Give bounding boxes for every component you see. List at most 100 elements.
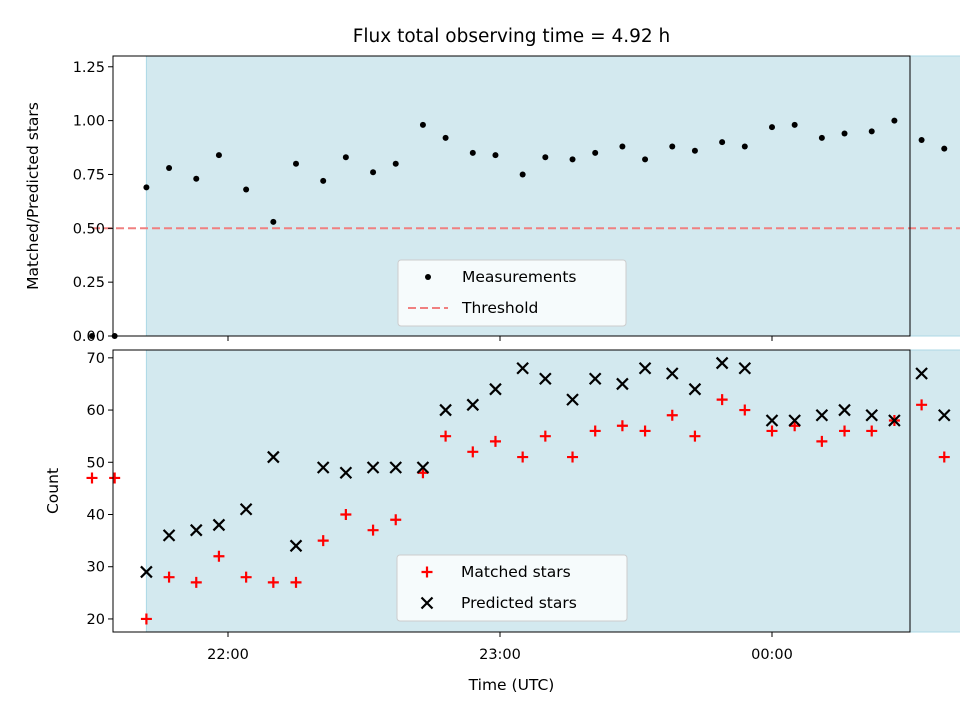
predicted-legend-swatch [420,596,434,610]
predicted-star-point [665,367,679,380]
matched-star-point [140,613,152,625]
y-tick-label: 20 [87,612,105,628]
matched-star-point [517,451,529,463]
measurement-point [419,121,426,128]
measurement-point [941,145,948,152]
x-axis-label: Time (UTC) [468,676,555,694]
matched-star-point [317,535,329,547]
predicted-star-point [688,382,702,396]
matched-star-point [616,420,628,432]
matched-star-point [290,576,302,588]
matched-star-point [467,446,479,458]
measurement-point [89,333,95,339]
matched-star-point [589,425,601,437]
measurement-point [342,154,349,161]
measurement-point [868,128,875,135]
count-legend: Matched stars Predicted stars [396,554,628,622]
y-tick-label: 30 [87,560,105,576]
y-tick-label: 1.25 [73,60,105,76]
matched-star-point [739,404,751,416]
predicted-star-point [466,398,480,412]
ratio-y-axis-label: Matched/Predicted stars [24,102,42,290]
matched-star-point [267,576,279,588]
predicted-star-point [366,461,380,474]
x-tick-label: 23:00 [479,647,521,663]
matched-star-point [639,425,651,437]
predicted-star-point [289,539,303,553]
count-y-axis: 20 30 40 50 60 70 [87,351,113,628]
y-tick-label: 60 [87,403,105,419]
predicted-star-point [339,466,353,479]
measurement-point [320,177,327,184]
measurement-point [741,143,748,150]
matched-star-point [866,425,878,437]
x-tick-label: 00:00 [751,647,793,663]
matched-star-point [86,472,98,484]
matched-star-point [666,409,678,421]
matched-star-point [163,571,175,583]
predicted-star-point [239,503,253,516]
ratio-x-ticks [227,336,773,341]
predicted-star-point [140,565,153,579]
measurement-point [519,171,526,178]
matched-star-point [816,435,828,447]
predicted-star-point [267,450,280,464]
y-tick-label: 0.50 [73,221,105,237]
matched-legend-swatch [421,566,433,578]
predicted-star-point [189,523,203,537]
matched-star-point [213,550,225,562]
predicted-star-point [616,377,629,391]
measurement-point [243,186,250,193]
predicted-star-point [566,393,579,406]
predicted-star-point [162,529,176,542]
matched-star-point [367,524,379,536]
threshold-legend-label: Threshold [461,299,538,317]
predicted-star-point [516,362,529,375]
measurement-point [392,160,399,167]
measurement-point [492,152,499,159]
predicted-star-point [389,461,403,474]
predicted-star-point [416,461,430,474]
measurement-point [841,130,848,137]
matched-star-point [689,430,701,442]
ratio-panel: 0.00 0.25 0.50 0.75 1.00 1.25 Matched/Predict… [24,55,960,345]
count-plot-frame [112,349,911,633]
predicted-star-point [788,414,801,427]
count-y-axis-label: Count [44,468,62,514]
measurement-point [370,169,377,176]
measurement-point [270,218,277,225]
predicted-star-point [865,409,879,422]
y-tick-label: 0.00 [73,329,105,345]
measurement-point [569,156,576,163]
legend-box [397,259,627,327]
measurement-point [293,160,299,167]
measurement-point [166,165,173,171]
measurement-point [143,184,150,191]
measurements-legend-swatch [425,274,431,280]
measurements-legend-label: Measurements [462,268,577,286]
matched-star-point [190,576,202,588]
measurement-point [669,143,676,150]
ratio-legend: Measurements Threshold [397,259,627,327]
y-tick-label: 1.00 [73,114,105,130]
matched-legend-label: Matched stars [461,563,571,581]
y-tick-label: 0.25 [73,275,105,291]
matched-star-point [240,571,252,583]
measurement-point [791,121,798,128]
chart-title: Flux total observing time = 4.92 h [353,26,671,47]
predicted-star-point [715,356,729,370]
count-points [86,356,951,625]
matched-star-point [109,472,121,484]
predicted-star-point [765,414,779,427]
measurement-point [442,134,449,141]
ratio-y-axis: 0.00 0.25 0.50 0.75 1.00 1.25 [73,60,113,345]
predicted-star-point [489,382,502,396]
measurement-point [469,149,476,156]
matched-star-point [539,430,551,442]
predicted-star-point [915,367,928,380]
predicted-star-point [588,372,602,385]
matched-star-point [839,425,851,437]
